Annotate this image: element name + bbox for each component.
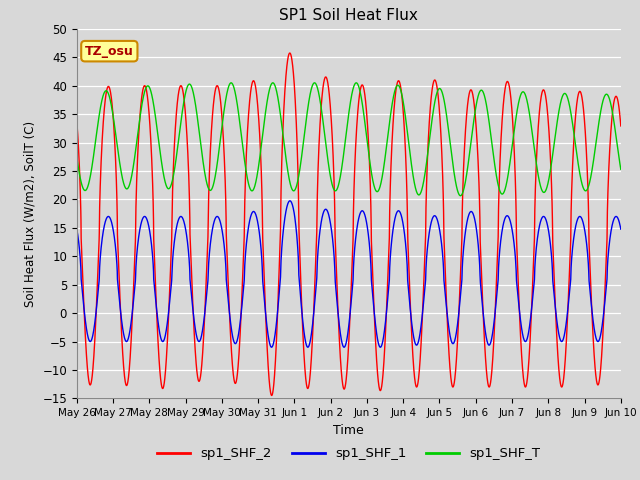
Text: TZ_osu: TZ_osu — [85, 45, 134, 58]
Y-axis label: Soil Heat Flux (W/m2), SoilT (C): Soil Heat Flux (W/m2), SoilT (C) — [24, 120, 36, 307]
X-axis label: Time: Time — [333, 424, 364, 437]
Legend: sp1_SHF_2, sp1_SHF_1, sp1_SHF_T: sp1_SHF_2, sp1_SHF_1, sp1_SHF_T — [152, 442, 546, 466]
Title: SP1 Soil Heat Flux: SP1 Soil Heat Flux — [280, 9, 418, 24]
